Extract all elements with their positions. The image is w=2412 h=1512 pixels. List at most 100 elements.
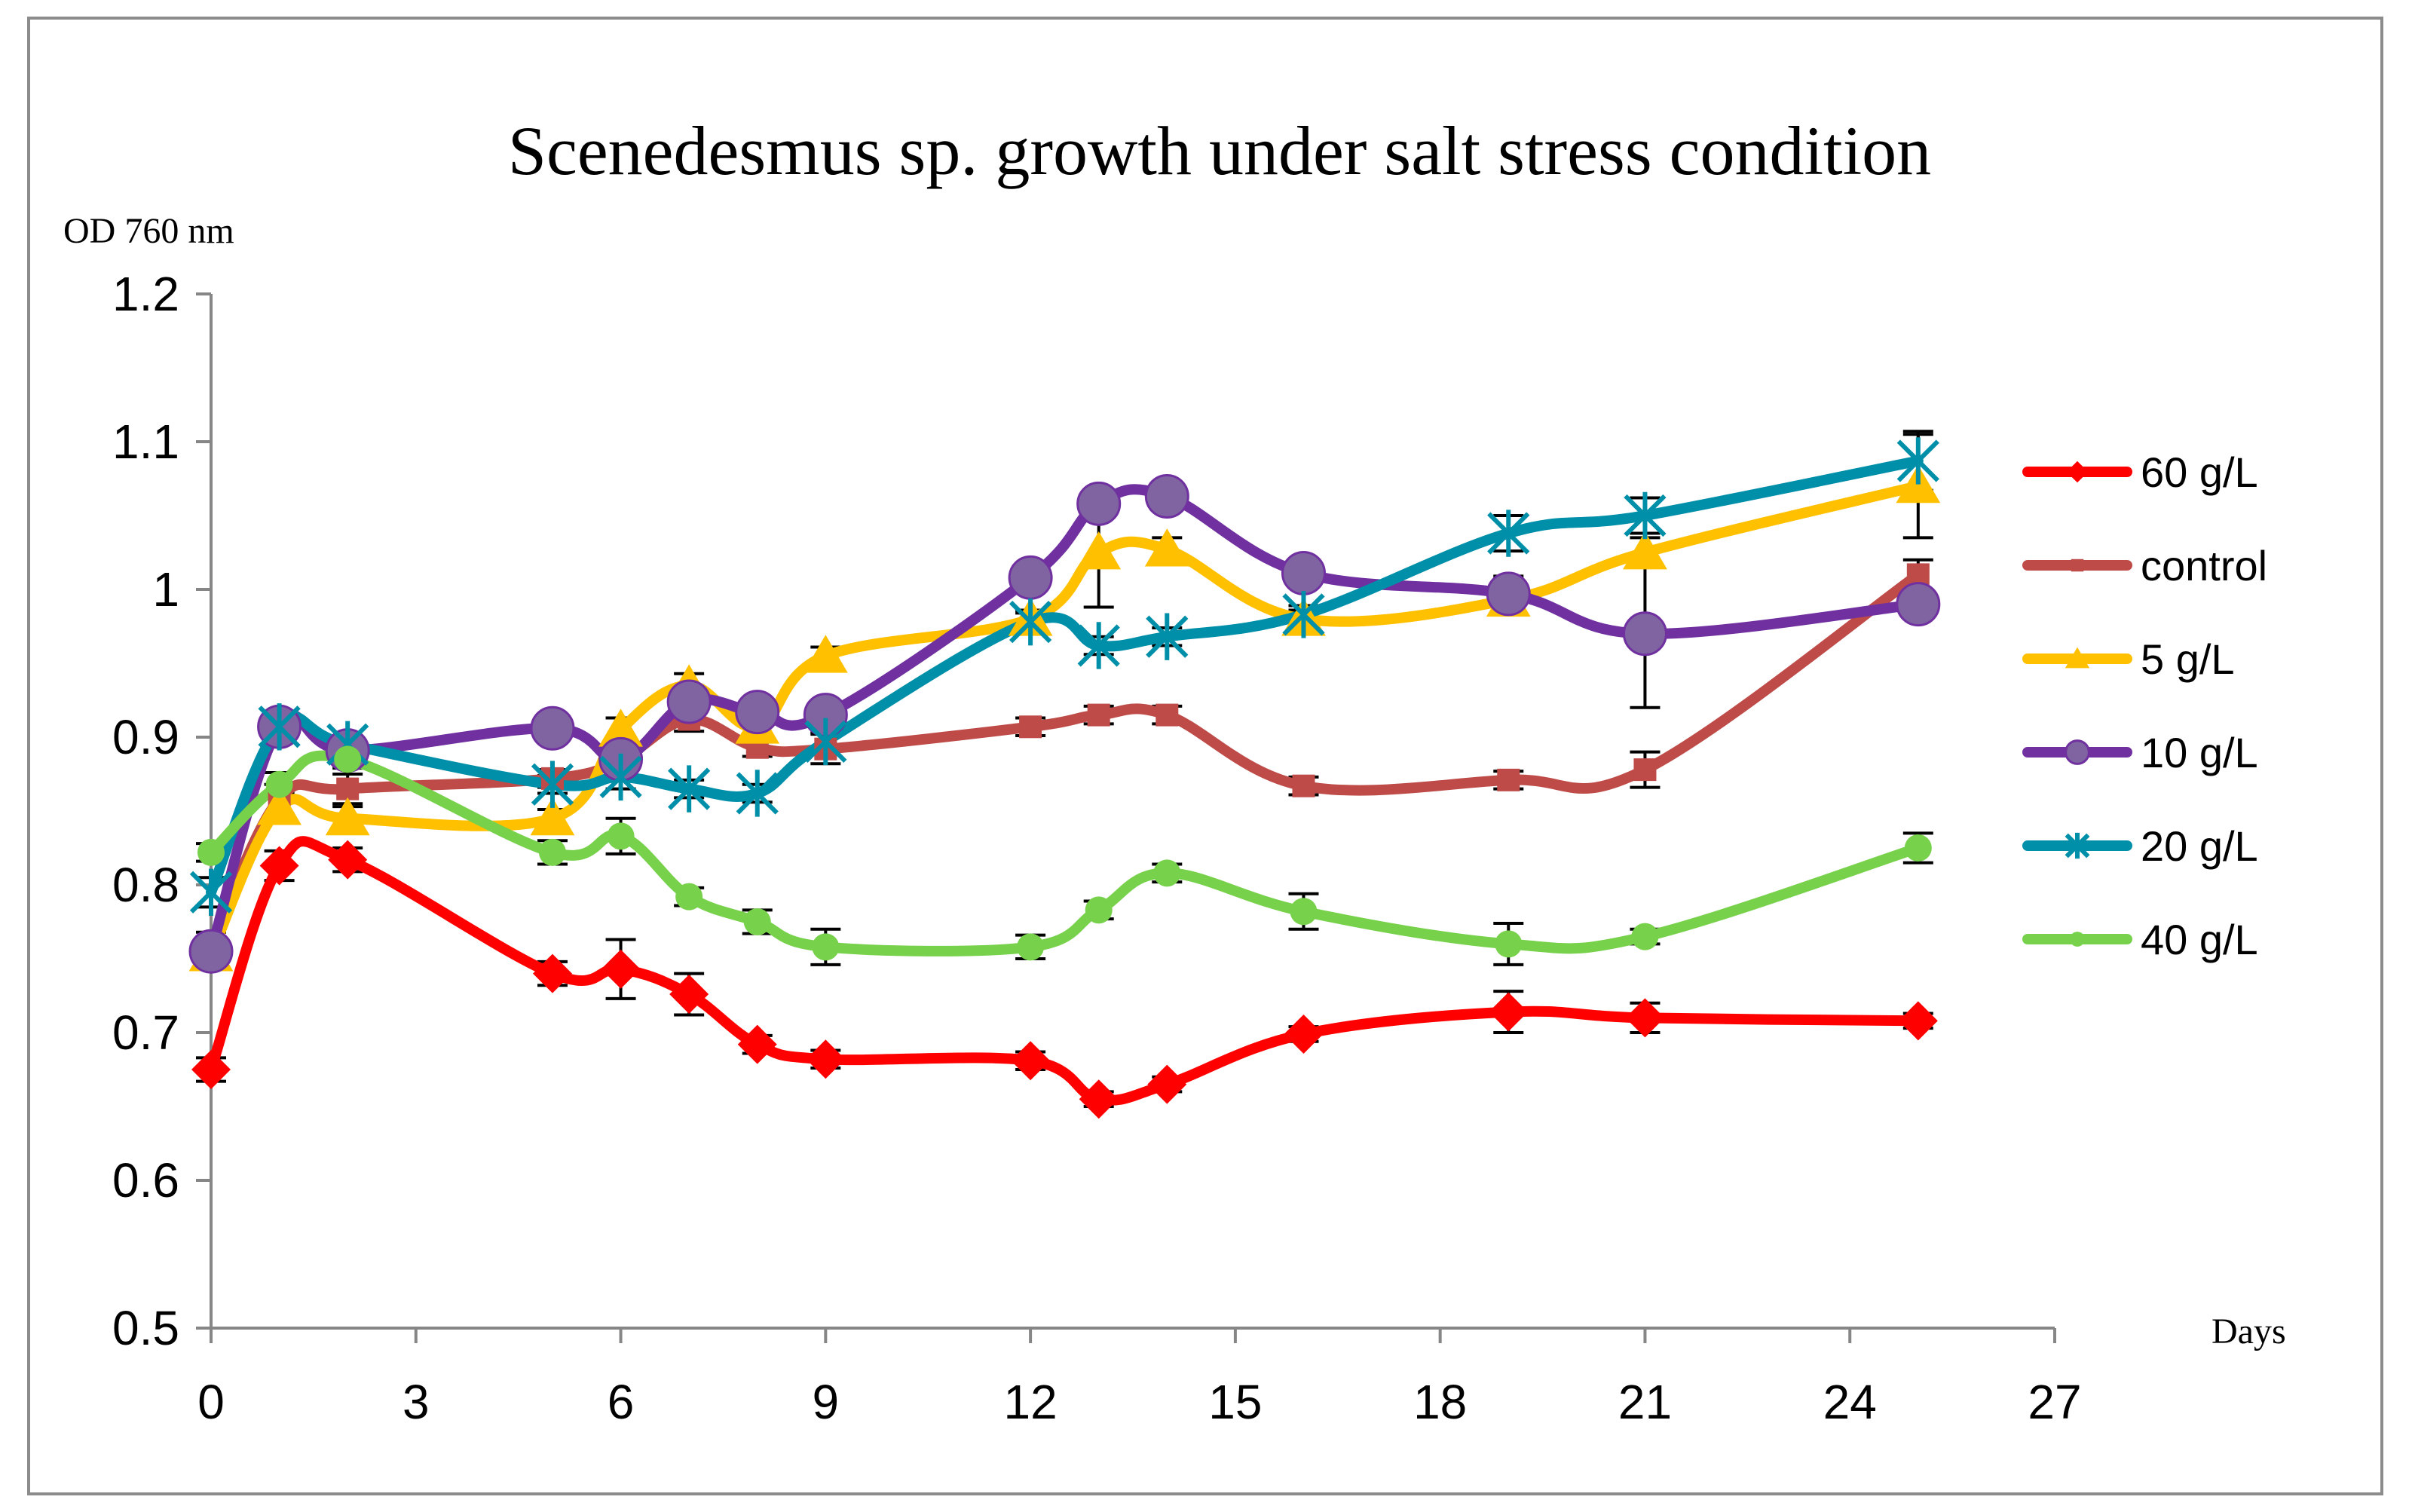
data-point-triangle	[325, 797, 370, 836]
data-point-circle	[1896, 582, 1941, 627]
x-tick-label: 18	[1413, 1375, 1467, 1429]
legend-label: 20 g/L	[2141, 822, 2258, 870]
data-point-circle	[1153, 859, 1181, 887]
data-point-star	[599, 753, 642, 801]
legend-label: 10 g/L	[2141, 729, 2258, 776]
data-point-circle	[188, 929, 234, 974]
x-tick-label: 3	[403, 1375, 430, 1429]
data-point-diamond	[1147, 1064, 1187, 1104]
data-point-diamond	[328, 840, 368, 880]
data-point-circle	[1622, 611, 1667, 657]
data-point-diamond	[1284, 1014, 1324, 1054]
data-point-diamond	[1489, 992, 1529, 1032]
data-point-star	[1896, 437, 1939, 485]
data-point-circle	[1486, 571, 1531, 617]
data-point-circle	[607, 822, 635, 850]
chart-area: Scenedesmus sp. growth under salt stress…	[27, 17, 2383, 1495]
data-point-diamond	[669, 975, 709, 1015]
legend-entry: 60 g/L	[2022, 448, 2258, 496]
data-point-star	[668, 765, 711, 813]
y-tick-label: 1.1	[112, 415, 179, 469]
legend-label: 5 g/L	[2141, 635, 2235, 683]
data-point-circle	[197, 838, 225, 866]
data-point-circle	[735, 690, 780, 735]
legend-label: 60 g/L	[2141, 448, 2258, 496]
series-line-60-g-l	[206, 836, 1924, 1106]
data-point-circle	[1290, 898, 1318, 926]
x-tick-label: 15	[1208, 1375, 1262, 1429]
data-point-square	[1155, 703, 1179, 727]
data-point-star	[1077, 622, 1120, 669]
legend-label: 40 g/L	[2141, 916, 2258, 963]
x-tick-label: 21	[1618, 1375, 1672, 1429]
data-point-diamond	[1625, 998, 1665, 1038]
data-point-circle	[1008, 555, 1053, 600]
data-point-diamond	[532, 953, 572, 993]
data-point-square	[1019, 715, 1042, 739]
legend-label: control	[2141, 542, 2267, 589]
y-tick-label: 0.7	[112, 1005, 179, 1060]
data-point-circle	[743, 908, 771, 935]
data-point-circle	[812, 933, 840, 961]
line-chart: Scenedesmus sp. growth under salt stress…	[63, 112, 2286, 1429]
data-point-circle	[1495, 930, 1523, 958]
data-point-circle	[538, 838, 566, 866]
data-point-star	[1487, 510, 1530, 557]
data-point-circle	[265, 770, 293, 798]
x-tick-label: 9	[813, 1375, 840, 1429]
data-point-triangle	[803, 635, 848, 673]
y-tick-label: 0.9	[112, 710, 179, 764]
data-point-square	[336, 777, 360, 800]
data-point-circle	[334, 745, 362, 773]
y-tick-label: 1	[152, 562, 179, 617]
data-point-diamond	[2066, 461, 2089, 483]
data-point-star	[736, 770, 779, 817]
data-point-circle	[675, 883, 703, 911]
x-tick-label: 24	[1823, 1375, 1877, 1429]
x-tick-label: 12	[1004, 1375, 1058, 1429]
data-point-circle	[2070, 932, 2085, 947]
data-point-star	[1624, 491, 1667, 540]
y-tick-label: 0.6	[112, 1153, 179, 1207]
data-point-star	[2065, 832, 2090, 859]
data-point-triangle	[1144, 528, 1189, 567]
data-point-circle	[666, 679, 712, 724]
data-point-triangle	[1623, 531, 1667, 570]
legend-entry: 20 g/L	[2022, 822, 2258, 870]
y-tick-label: 0.8	[112, 858, 179, 912]
data-point-diamond	[1011, 1041, 1051, 1081]
data-point-diamond	[191, 1050, 231, 1089]
series-line-20-g-l	[206, 455, 1924, 898]
data-point-star	[258, 703, 301, 751]
data-point-square	[1633, 758, 1657, 782]
data-point-circle	[1904, 834, 1932, 862]
y-tick-label: 0.5	[112, 1301, 179, 1355]
x-tick-label: 27	[2028, 1375, 2081, 1429]
data-point-circle	[530, 705, 575, 751]
data-point-circle	[1085, 896, 1113, 924]
data-point-triangle	[530, 797, 575, 836]
y-tick-label: 1.2	[112, 267, 179, 321]
data-point-star	[1009, 598, 1052, 646]
data-point-star	[189, 868, 233, 916]
data-point-diamond	[259, 846, 299, 886]
chart-title: Scenedesmus sp. growth under salt stress…	[508, 112, 1931, 189]
y-axis-label: OD 760 nm	[63, 211, 234, 251]
data-point-square	[2071, 559, 2084, 572]
data-point-circle	[1076, 481, 1122, 526]
data-point-diamond	[1898, 1001, 1938, 1041]
data-point-square	[1087, 703, 1110, 727]
data-point-diamond	[601, 949, 641, 989]
x-tick-label: 6	[608, 1375, 635, 1429]
data-point-circle	[2065, 739, 2090, 765]
data-point-star	[1146, 613, 1189, 660]
data-point-diamond	[737, 1024, 777, 1064]
data-point-triangle	[1076, 531, 1122, 570]
data-point-square	[1292, 774, 1315, 797]
legend-entry: 10 g/L	[2022, 729, 2258, 776]
data-point-triangle	[2065, 647, 2090, 669]
data-point-circle	[1631, 923, 1659, 950]
data-point-square	[1497, 768, 1520, 791]
data-point-triangle	[598, 709, 643, 747]
data-point-circle	[1017, 933, 1045, 961]
